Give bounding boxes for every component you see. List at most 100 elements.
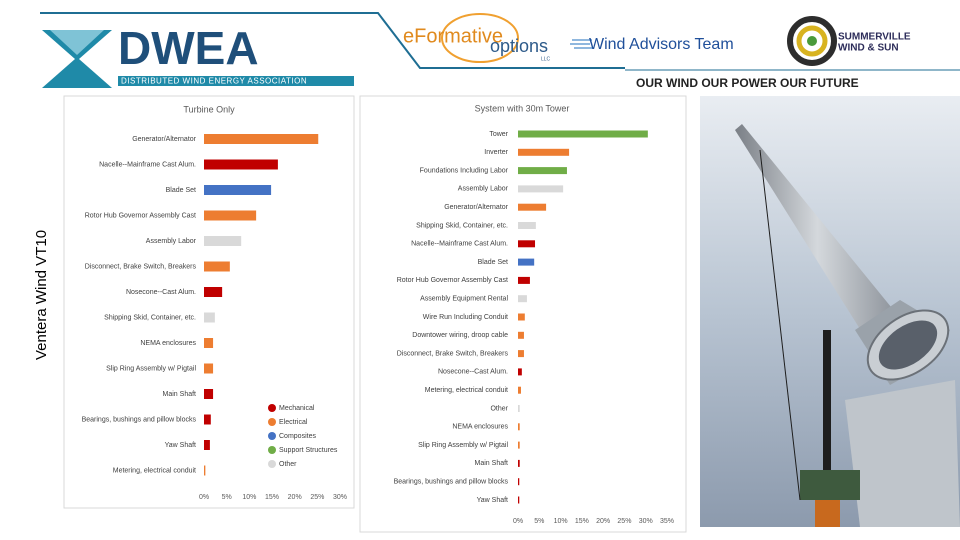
logo-title: DWEA: [118, 22, 259, 74]
bar: [518, 313, 525, 321]
x-tick-label: 0%: [513, 518, 523, 525]
category-label: Nacelle--Mainframe Cast Alum.: [411, 241, 508, 248]
category-label: Yaw Shaft: [165, 442, 196, 449]
x-tick-label: 30%: [639, 518, 653, 525]
bar: [204, 236, 242, 246]
bar: [204, 261, 230, 272]
category-label: Metering, electrical conduit: [425, 387, 508, 394]
category-label: Nosecone--Cast Alum.: [126, 289, 196, 296]
bar: [518, 167, 567, 175]
bar: [518, 185, 564, 193]
category-label: Yaw Shaft: [477, 497, 508, 504]
bar: [204, 440, 210, 450]
partner-name: LLC: [541, 56, 551, 62]
category-label: Assembly Equipment Rental: [420, 296, 508, 303]
category-label: Bearings, bushings and pillow blocks: [394, 479, 509, 486]
bar: [518, 240, 536, 248]
category-label: Rotor Hub Governor Assembly Cast: [85, 212, 196, 219]
legend-label: Composites: [279, 433, 316, 440]
x-tick-label: 0%: [199, 494, 209, 501]
bar: [518, 276, 530, 284]
partner-name: SUMMERVILLE: [838, 32, 911, 43]
bar: [204, 159, 278, 170]
bar: [204, 134, 319, 144]
category-label: Generator/Alternator: [444, 204, 508, 211]
legend-swatch: [268, 432, 276, 440]
category-label: Inverter: [484, 149, 508, 156]
category-label: Blade Set: [478, 259, 508, 266]
x-tick-label: 25%: [617, 518, 631, 525]
category-label: Tower: [489, 131, 508, 138]
category-label: Rotor Hub Governor Assembly Cast: [397, 277, 508, 284]
category-label: Nacelle--Mainframe Cast Alum.: [99, 161, 196, 168]
bar: [204, 338, 214, 348]
partner-name: options: [490, 36, 548, 56]
bar: [518, 295, 527, 303]
bar: [518, 441, 520, 449]
legend-label: Other: [279, 461, 297, 468]
category-label: Bearings, bushings and pillow blocks: [82, 416, 197, 423]
legend-swatch: [268, 404, 276, 412]
legend-label: Electrical: [279, 419, 308, 426]
bar: [518, 423, 520, 431]
bar: [518, 148, 570, 156]
bar: [518, 368, 522, 376]
category-label: Other: [490, 405, 508, 412]
category-label: Generator/Alternator: [132, 136, 196, 143]
bar: [204, 312, 215, 323]
legend-swatch: [268, 460, 276, 468]
x-tick-label: 10%: [242, 494, 256, 501]
bar: [518, 496, 520, 504]
category-label: Shipping Skid, Container, etc.: [104, 314, 196, 321]
partner-logo-ring: [441, 13, 519, 63]
bar: [204, 287, 223, 297]
category-label: Disconnect, Brake Switch, Breakers: [397, 350, 509, 357]
category-label: Main Shaft: [475, 460, 509, 467]
bar: [204, 185, 272, 195]
category-label: Main Shaft: [163, 391, 197, 398]
bar: [204, 414, 211, 425]
bar: [518, 222, 536, 229]
bar: [204, 465, 206, 476]
bar: [518, 130, 648, 138]
category-label: Disconnect, Brake Switch, Breakers: [85, 263, 197, 270]
side-title: Ventera Wind VT10: [33, 230, 50, 360]
category-label: Wire Run Including Conduit: [423, 314, 508, 321]
category-label: Assembly Labor: [458, 186, 509, 193]
partner-name: WIND & SUN: [838, 43, 899, 54]
category-label: NEMA enclosures: [452, 424, 508, 431]
tagline: OUR WIND OUR POWER OUR FUTURE: [636, 76, 859, 90]
x-tick-label: 10%: [554, 518, 568, 525]
x-tick-label: 20%: [288, 494, 302, 501]
bar: [518, 478, 520, 486]
wind-icon: [570, 39, 594, 49]
partner-name: eFormative: [403, 25, 503, 47]
legend-label: Mechanical: [279, 405, 315, 412]
logo-subtitle: DISTRIBUTED WIND ENERGY ASSOCIATION: [121, 77, 307, 86]
category-label: Shipping Skid, Container, etc.: [416, 222, 508, 229]
bar: [518, 459, 520, 467]
category-label: Metering, electrical conduit: [113, 467, 196, 474]
bar: [518, 386, 521, 394]
x-tick-label: 15%: [265, 494, 279, 501]
x-tick-label: 25%: [310, 494, 324, 501]
bar: [204, 389, 214, 399]
bar: [518, 405, 520, 412]
legend-swatch: [268, 418, 276, 426]
category-label: Slip Ring Assembly w/ Pigtail: [106, 365, 196, 372]
x-tick-label: 20%: [596, 518, 610, 525]
logo-band: [118, 76, 354, 86]
category-label: Blade Set: [166, 187, 196, 194]
x-tick-label: 5%: [222, 494, 232, 501]
chart-title: Turbine Only: [183, 104, 235, 114]
category-label: Foundations Including Labor: [420, 167, 509, 174]
bar: [518, 203, 547, 211]
category-label: Downtower wiring, droop cable: [412, 332, 508, 339]
legend-label: Support Structures: [279, 447, 338, 454]
x-tick-label: 35%: [660, 518, 674, 525]
legend-swatch: [268, 446, 276, 454]
bar: [518, 258, 535, 266]
bar: [518, 331, 524, 339]
bar: [518, 350, 524, 358]
